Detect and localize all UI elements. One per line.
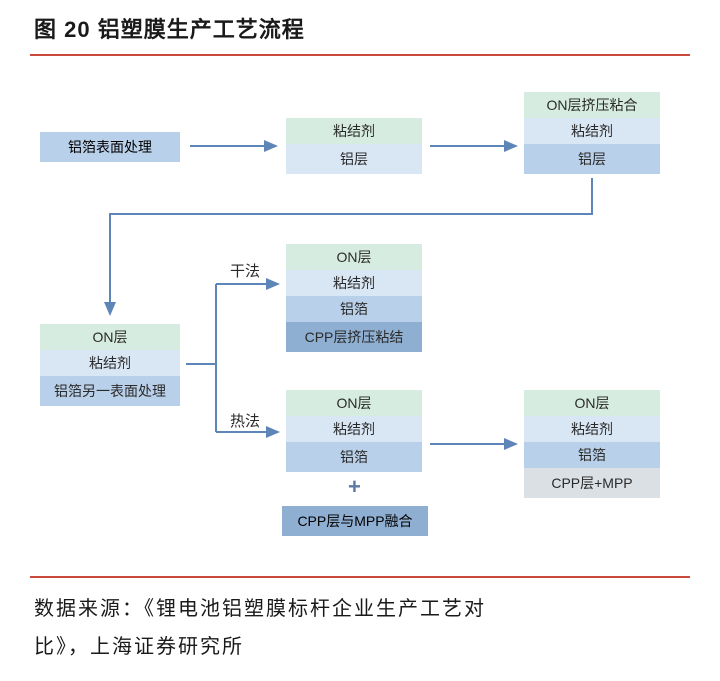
source-citation: 数据来源：《锂电池铝塑膜标杆企业生产工艺对 比》，上海证券研究所: [30, 586, 690, 670]
node-adhesive-al-layer: 粘结剂铝层: [286, 118, 422, 174]
layer-row: 铝箔: [286, 296, 422, 322]
plus-icon: +: [348, 474, 361, 500]
node-other-side-treatment: ON层粘结剂铝箔另一表面处理: [40, 324, 180, 406]
layer-row: 粘结剂: [286, 118, 422, 144]
layer-row: 粘结剂: [286, 270, 422, 296]
layer-row: CPP层+MPP: [524, 468, 660, 498]
label-dry-method: 干法: [230, 260, 260, 281]
layer-row: 铝箔: [286, 442, 422, 472]
node-hot-result: ON层粘结剂铝箔CPP层+MPP: [524, 390, 660, 498]
layer-row: ON层: [286, 244, 422, 270]
layer-row: CPP层挤压粘结: [286, 322, 422, 352]
node-dry-result: ON层粘结剂铝箔CPP层挤压粘结: [286, 244, 422, 352]
node-cpp-mpp-fusion: CPP层与MPP融合: [282, 506, 428, 536]
node-on-extrusion-bond: ON层挤压粘合粘结剂铝层: [524, 92, 660, 174]
layer-row: ON层: [40, 324, 180, 350]
node-hot-intermediate: ON层粘结剂铝箔: [286, 390, 422, 472]
divider-bottom: [30, 576, 690, 578]
divider-top: [30, 54, 690, 56]
layer-row: ON层: [524, 390, 660, 416]
layer-row: 铝层: [286, 144, 422, 174]
layer-row: 粘结剂: [524, 416, 660, 442]
layer-row: 粘结剂: [524, 118, 660, 144]
node-aluminum-foil-surface-treatment: 铝箔表面处理: [40, 132, 180, 162]
figure-title: 图 20 铝塑膜生产工艺流程: [30, 0, 690, 54]
layer-row: 铝箔: [524, 442, 660, 468]
label-hot-method: 热法: [230, 410, 260, 431]
layer-row: ON层: [286, 390, 422, 416]
source-line-2: 比》，上海证券研究所: [34, 636, 244, 658]
layer-row: 粘结剂: [286, 416, 422, 442]
source-line-1: 数据来源：《锂电池铝塑膜标杆企业生产工艺对: [34, 598, 486, 620]
layer-row: 铝箔另一表面处理: [40, 376, 180, 406]
layer-row: ON层挤压粘合: [524, 92, 660, 118]
layer-row: 粘结剂: [40, 350, 180, 376]
layer-row: 铝层: [524, 144, 660, 174]
flowchart-diagram: 铝箔表面处理 粘结剂铝层 ON层挤压粘合粘结剂铝层 ON层粘结剂铝箔另一表面处理…: [30, 74, 690, 554]
